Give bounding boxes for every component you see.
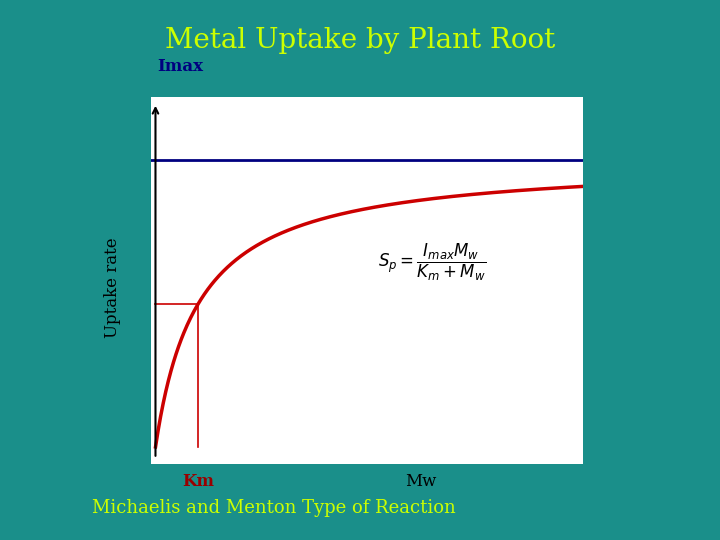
Text: $S_p = \dfrac{I_{max}M_w}{K_m + M_w}$: $S_p = \dfrac{I_{max}M_w}{K_m + M_w}$ [378, 242, 486, 283]
Text: Imax: Imax [158, 58, 204, 76]
Text: Mw: Mw [405, 473, 436, 490]
Text: Metal Uptake by Plant Root: Metal Uptake by Plant Root [165, 27, 555, 54]
Text: Km: Km [182, 473, 215, 490]
Text: Michaelis and Menton Type of Reaction: Michaelis and Menton Type of Reaction [91, 498, 456, 517]
Text: Uptake rate: Uptake rate [104, 238, 121, 339]
